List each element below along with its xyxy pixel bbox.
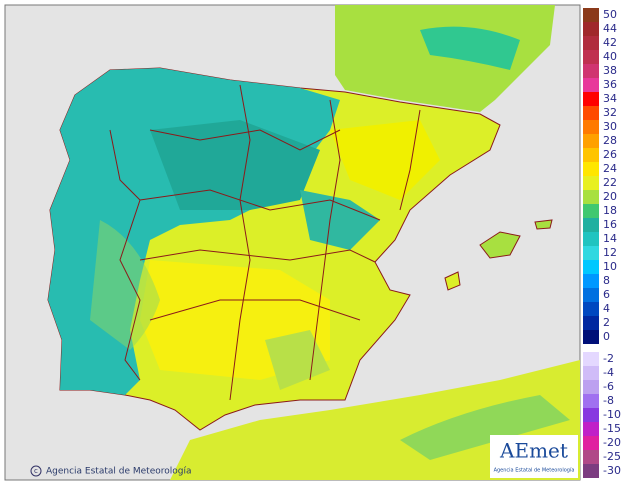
menorca (534, 219, 553, 230)
legend-label: 6 (603, 288, 610, 301)
legend-swatch (583, 232, 599, 246)
logo-box (490, 435, 578, 478)
alps (420, 26, 520, 71)
legend-swatch (583, 148, 599, 162)
legend-swatch (583, 246, 599, 260)
map (47, 5, 580, 480)
legend-label: 10 (603, 260, 617, 273)
copyright-icon (30, 465, 42, 477)
legend-swatch (583, 288, 599, 302)
mallorca (479, 231, 521, 259)
legend-label: 38 (603, 64, 617, 77)
legend-swatch (583, 260, 599, 274)
legend-label: 2 (603, 316, 610, 329)
legend-swatch (583, 134, 599, 148)
extremadura (90, 220, 160, 350)
legend-label: 26 (603, 148, 617, 161)
logo-name: AEmet (499, 439, 568, 463)
legend-label: 8 (603, 274, 610, 287)
legend-swatch (583, 22, 599, 36)
legend-label: -10 (603, 408, 621, 421)
logo-subtitle: Agencia Estatal de Meteorología (494, 467, 575, 474)
legend-label: -25 (603, 450, 621, 463)
legend-label: 22 (603, 176, 617, 189)
ebro (330, 120, 440, 200)
meseta-norte (150, 120, 320, 210)
legend-swatch (583, 380, 599, 394)
legend-swatch (583, 366, 599, 380)
legend-label: 4 (603, 302, 610, 315)
legend-swatch (583, 64, 599, 78)
legend-label: 24 (603, 162, 617, 175)
legend-label: -8 (603, 394, 614, 407)
atlas (400, 395, 570, 460)
legend-label: 32 (603, 106, 617, 119)
legend-label: -2 (603, 352, 614, 365)
copyright-c: c (34, 467, 38, 475)
legend-label: -20 (603, 436, 621, 449)
legend-label: 14 (603, 232, 617, 245)
legend-swatch (583, 190, 599, 204)
legend-swatch (583, 218, 599, 232)
credit: Agencia Estatal de Meteorología (46, 467, 192, 477)
sistema-iberico (300, 190, 380, 250)
legend-label: 20 (603, 190, 617, 203)
legend-label: 12 (603, 246, 617, 259)
legend-swatch (583, 176, 599, 190)
legend-label: 30 (603, 120, 617, 133)
legend-swatch (583, 330, 599, 344)
legend-swatch (583, 204, 599, 218)
legend-label: 50 (603, 8, 617, 21)
legend-swatch (583, 302, 599, 316)
legend-label: 16 (603, 218, 617, 231)
legend-label: -4 (603, 366, 614, 379)
legend-label: 42 (603, 36, 617, 49)
legend-swatch (583, 450, 599, 464)
legend-swatch (583, 408, 599, 422)
ibiza (444, 271, 461, 291)
legend-swatch (583, 274, 599, 288)
legend-swatch (583, 394, 599, 408)
france (335, 5, 555, 112)
legend-swatch (583, 92, 599, 106)
legend: 5044424038363432302826242220181614121086… (583, 8, 621, 478)
africa (170, 360, 580, 480)
legend-swatch (583, 352, 599, 366)
legend-label: 18 (603, 204, 617, 217)
legend-swatch (583, 106, 599, 120)
legend-label: 44 (603, 22, 617, 35)
legend-swatch (583, 50, 599, 64)
sierra (265, 330, 330, 390)
legend-label: -6 (603, 380, 614, 393)
legend-swatch (583, 8, 599, 22)
legend-label: 34 (603, 92, 617, 105)
legend-swatch (583, 36, 599, 50)
legend-swatch (583, 162, 599, 176)
legend-label: 28 (603, 134, 617, 147)
legend-swatch (583, 120, 599, 134)
legend-label: 0 (603, 330, 610, 343)
legend-label: 36 (603, 78, 617, 91)
legend-swatch (583, 464, 599, 478)
legend-swatch (583, 422, 599, 436)
legend-label: -15 (603, 422, 621, 435)
legend-label: -30 (603, 464, 621, 477)
legend-swatch (583, 436, 599, 450)
borders (109, 84, 421, 401)
legend-swatch (583, 316, 599, 330)
legend-swatch (583, 78, 599, 92)
legend-label: 40 (603, 50, 617, 63)
